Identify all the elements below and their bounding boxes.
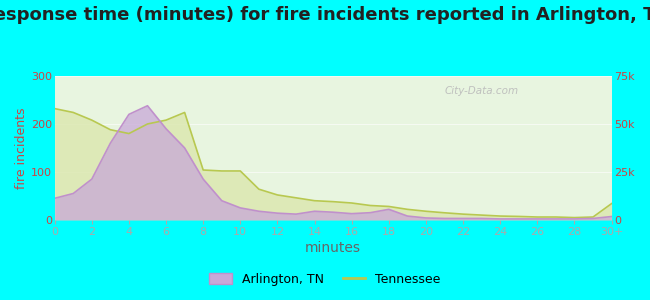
Text: City-Data.com: City-Data.com — [445, 86, 519, 96]
Text: Response time (minutes) for fire incidents reported in Arlington, TN: Response time (minutes) for fire inciden… — [0, 6, 650, 24]
X-axis label: minutes: minutes — [305, 241, 361, 255]
Legend: Arlington, TN, Tennessee: Arlington, TN, Tennessee — [205, 268, 445, 291]
Y-axis label: fire incidents: fire incidents — [15, 107, 28, 189]
